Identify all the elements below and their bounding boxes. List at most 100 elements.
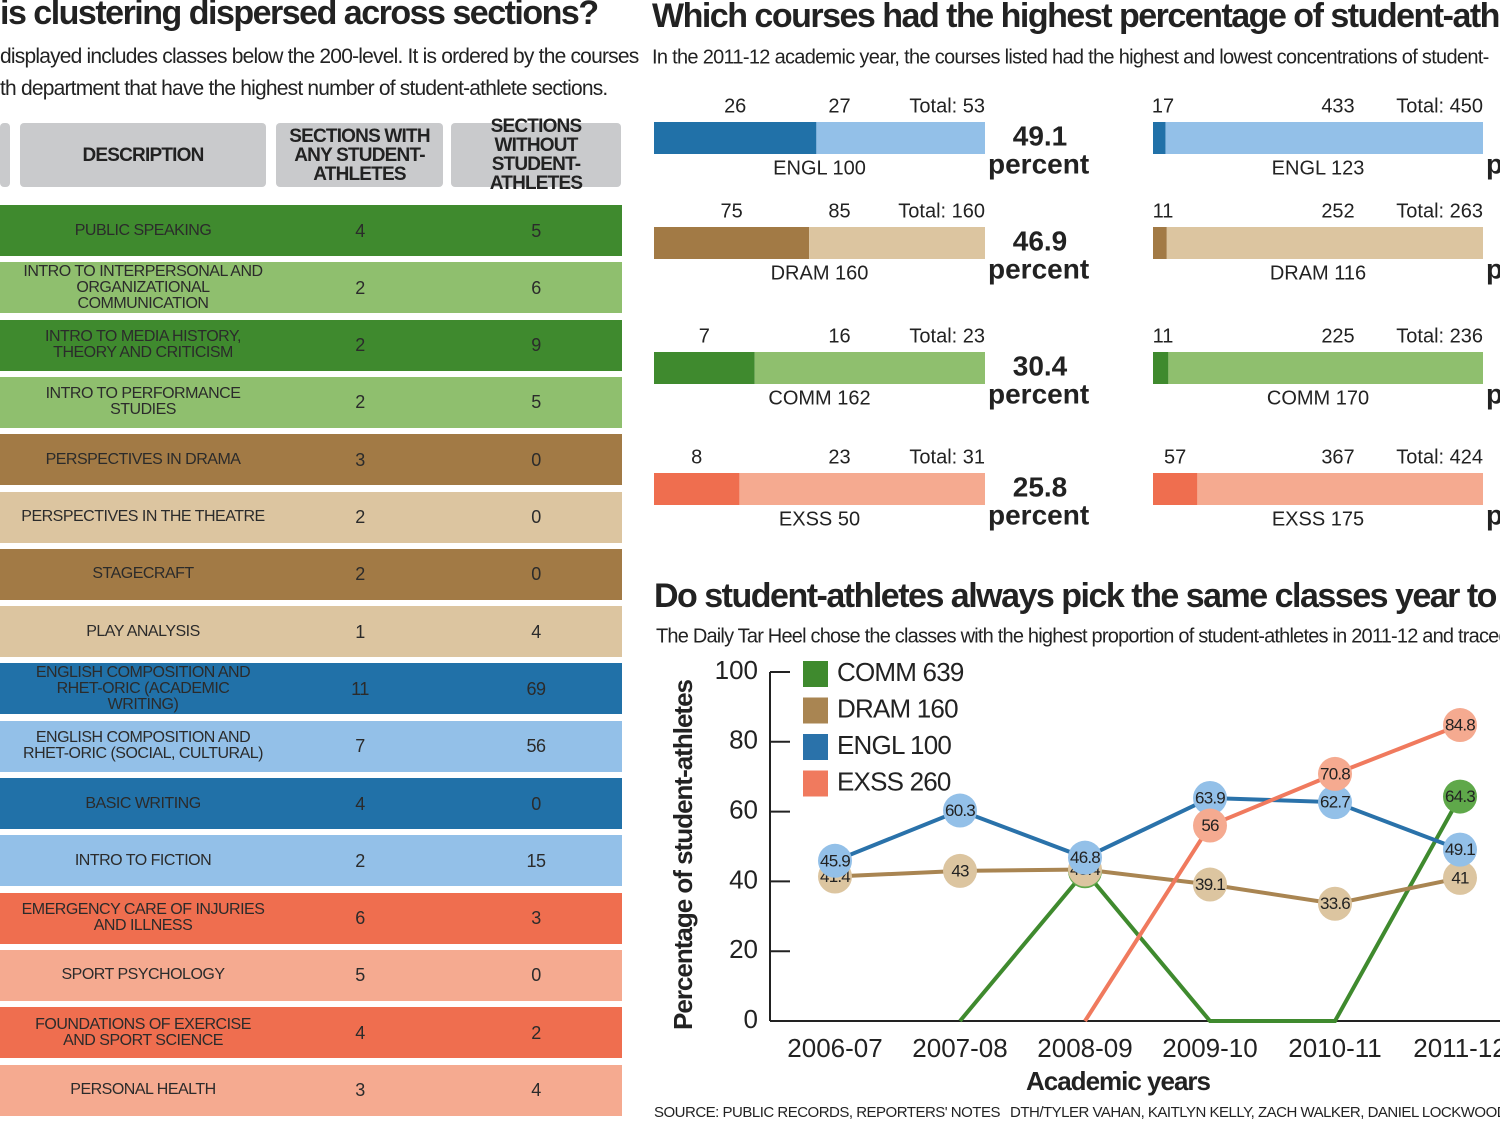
with-cell: 2 (355, 507, 365, 527)
percent-label: pe (1486, 148, 1500, 179)
percent-label: percent (988, 378, 1089, 409)
x-tick-label: 2010-11 (1288, 1033, 1382, 1063)
athlete-count: 7 (699, 325, 710, 347)
y-tick-label: 60 (729, 794, 758, 824)
with-cell: 4 (355, 1022, 365, 1043)
point (1193, 808, 1227, 843)
table-row: INTRO TO MEDIA HISTORY, THEORY AND CRITI… (0, 319, 622, 371)
non-athlete-bar (1197, 473, 1483, 505)
description-cell: BASIC WRITING (85, 794, 201, 812)
athlete-bar (654, 473, 740, 505)
percent-value: 25.8 (1013, 471, 1068, 502)
with-cell: 3 (355, 1080, 365, 1100)
non-athlete-bar (1166, 227, 1483, 259)
description-cell: FOUNDATIONS OF EXERCISE AND SPORT SCIENC… (35, 1015, 251, 1049)
percent-label: percent (988, 148, 1089, 179)
left-subtitle: displayed includes classes below the 200… (0, 45, 639, 68)
table-row: INTRO TO PERFORMANCE STUDIES 2 5 (0, 376, 622, 428)
non-athlete-bar (739, 473, 985, 505)
point (1068, 840, 1102, 875)
athlete-bar (1153, 227, 1167, 259)
athlete-bar (1153, 352, 1169, 384)
total-label: Total: 450 (1396, 95, 1483, 117)
non-athlete-count: 27 (828, 95, 850, 117)
footer-source: SOURCE: PUBLIC RECORDS, REPORTERS' NOTES (654, 1104, 1000, 1121)
legend-label: EXSS 260 (837, 766, 951, 796)
total-label: Total: 160 (898, 200, 985, 222)
legend-label: COMM 639 (837, 657, 964, 687)
point (1443, 708, 1477, 743)
course-label: EXSS 50 (779, 508, 860, 530)
with-cell: 2 (355, 564, 365, 585)
point-label: 33.6 (1320, 894, 1350, 913)
athlete-count: 75 (720, 200, 742, 222)
athlete-bar (1153, 122, 1166, 154)
with-cell: 5 (355, 965, 365, 986)
with-cell: 3 (355, 449, 365, 470)
table-row: INTRO TO INTERPERSONAL AND ORGANIZATIONA… (0, 262, 622, 314)
point (1318, 756, 1352, 791)
non-athlete-count: 252 (1321, 200, 1354, 222)
y-tick-label: 40 (729, 864, 758, 894)
with-cell: 6 (355, 908, 365, 929)
total-label: Total: 263 (1396, 200, 1483, 222)
point (1443, 779, 1477, 814)
series-line (834, 867, 1461, 906)
athlete-bar (654, 227, 810, 259)
description-cell: PERSPECTIVES IN THE THEATRE (21, 508, 265, 525)
without-cell: 0 (531, 793, 541, 814)
point (943, 853, 977, 888)
table-row: STAGECRAFT 2 0 (0, 548, 622, 600)
table-row: EMERGENCY CARE OF INJURIES AND ILLNESS 6 3 (0, 892, 622, 944)
description-cell: SPORT PSYCHOLOGY (61, 966, 225, 984)
point-label: 39.1 (1195, 875, 1225, 894)
series-line (958, 795, 1462, 1023)
description-cell: PERSONAL HEALTH (70, 1081, 216, 1098)
athlete-count: 11 (1153, 325, 1174, 347)
x-tick-label: 2007-08 (912, 1033, 1007, 1063)
non-athlete-bar (1168, 352, 1483, 384)
description-cell: PUBLIC SPEAKING (74, 221, 212, 239)
without-cell: 3 (531, 908, 541, 929)
non-athlete-bar (816, 122, 985, 154)
x-axis-title: Academic years (1026, 1066, 1211, 1096)
with-cell: 1 (355, 621, 365, 642)
point-label: 70.8 (1320, 764, 1350, 783)
y-tick-label: 100 (715, 655, 758, 685)
without-cell: 0 (531, 564, 541, 585)
table-row: ENGLISH COMPOSITION AND RHET-ORIC (SOCIA… (0, 720, 622, 772)
point-label: 49.1 (1445, 840, 1475, 859)
with-cell: 2 (355, 277, 365, 298)
chart-subtitle: The Daily Tar Heel chose the classes wit… (656, 625, 1500, 647)
legend-swatch (803, 770, 828, 797)
without-cell: 4 (531, 621, 541, 642)
footer-credit: DTH/TYLER VAHAN, KAITLYN KELLY, ZACH WAL… (1010, 1104, 1500, 1121)
x-tick-label: 2006-07 (787, 1033, 882, 1063)
without-cell: 5 (531, 392, 541, 413)
point-label: 43 (951, 861, 969, 880)
without-cell: 9 (531, 335, 541, 356)
series-line (1083, 723, 1461, 1023)
course-label: DRAM 116 (1270, 262, 1366, 284)
table-row: BASIC WRITING 4 0 (0, 778, 622, 829)
athlete-count: 57 (1164, 446, 1186, 468)
table-row: PERSONAL HEALTH 3 4 (0, 1064, 622, 1116)
description-cell: STAGECRAFT (92, 565, 194, 583)
y-tick-label: 0 (744, 1004, 758, 1034)
course-label: EXSS 175 (1272, 508, 1364, 530)
header-cell: SECTIONS WITHOUT STUDENT-ATHLETES (451, 117, 621, 193)
description-cell: INTRO TO PERFORMANCE STUDIES (45, 385, 241, 419)
comparison-title: Which courses had the highest percentage… (652, 0, 1500, 35)
total-label: Total: 424 (1396, 446, 1483, 468)
without-cell: 6 (531, 277, 541, 298)
total-label: Total: 236 (1396, 325, 1483, 347)
legend-label: DRAM 160 (837, 693, 958, 723)
athlete-bar (1153, 473, 1198, 505)
percent-label: percent (988, 499, 1089, 530)
total-label: Total: 53 (909, 95, 985, 117)
table-row: PERSPECTIVES IN DRAMA 3 0 (0, 434, 622, 486)
percent-label: pe (1486, 253, 1500, 284)
point (1193, 780, 1227, 815)
course-label: COMM 170 (1267, 387, 1369, 409)
